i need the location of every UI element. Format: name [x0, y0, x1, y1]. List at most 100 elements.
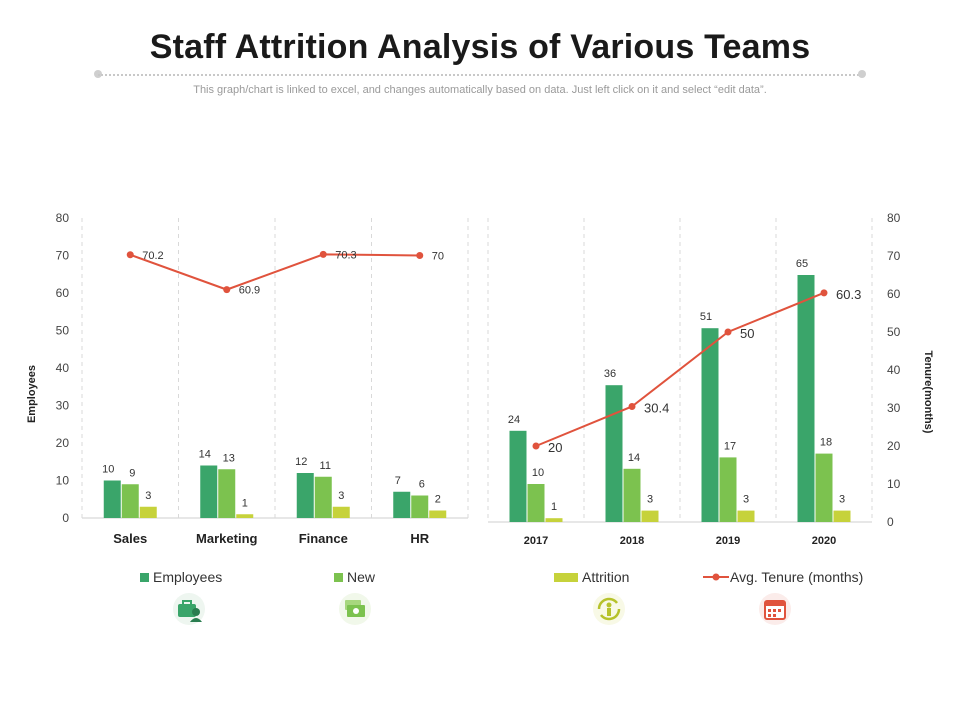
tenure-point [820, 289, 828, 297]
tenure-point [416, 252, 424, 259]
bar-employees [296, 473, 314, 518]
tenure-point [319, 250, 327, 258]
y-tick-label: 0 [887, 515, 894, 529]
legend-new: New [334, 569, 375, 587]
title-divider [98, 74, 862, 76]
bar-employees [200, 465, 218, 518]
bar-employees [509, 430, 527, 522]
bar-new [527, 484, 545, 522]
legend-attrition-swatch [554, 572, 578, 582]
bar-data-label: 65 [796, 258, 808, 270]
bar-data-label: 10 [102, 464, 114, 476]
bar-attrition [737, 510, 755, 522]
tenure-data-label: 60.3 [836, 287, 861, 302]
tenure-point [126, 251, 134, 259]
legend-new-label: New [347, 569, 376, 585]
money-bill-icon [338, 592, 372, 626]
bar-attrition [332, 506, 350, 518]
bar-employees [103, 480, 121, 518]
calendar-icon [758, 592, 792, 626]
tenure-point [628, 402, 636, 410]
y-tick-label: 50 [887, 325, 901, 339]
bar-new [411, 495, 429, 518]
category-label: 2019 [716, 535, 740, 547]
legend-employees-label: Employees [153, 569, 223, 585]
tenure-data-label: 70 [432, 251, 444, 263]
tenure-data-label: 60.9 [239, 285, 260, 297]
legend-attrition: Attrition [554, 569, 629, 587]
bar-data-label: 14 [199, 449, 211, 461]
bar-data-label: 24 [508, 414, 520, 426]
legend-tenure-swatch [703, 573, 729, 581]
y-tick-label: 20 [887, 439, 901, 453]
bar-new [121, 484, 139, 518]
bar-employees [797, 275, 815, 522]
bar-new [623, 468, 641, 522]
bar-data-label: 9 [129, 467, 135, 479]
bar-data-label: 17 [724, 440, 736, 452]
legend-attrition-label: Attrition [582, 569, 630, 585]
legend-tenure: Avg. Tenure (months) [702, 569, 863, 587]
y-tick-label: 80 [56, 211, 70, 225]
refresh-person-icon [592, 592, 626, 626]
bar-data-label: 2 [435, 494, 441, 506]
tenure-data-label: 70.3 [335, 249, 356, 261]
bar-new [218, 469, 236, 518]
bar-attrition [429, 510, 447, 518]
bar-data-label: 51 [700, 311, 712, 323]
bar-data-label: 13 [223, 452, 235, 464]
bar-attrition [236, 514, 254, 518]
legend-employees-swatch [140, 572, 149, 582]
legend-new-swatch [334, 572, 343, 582]
tenure-data-label: 30.4 [644, 400, 669, 415]
bar-data-label: 36 [604, 368, 616, 380]
category-label: 2018 [620, 535, 644, 547]
tenure-point [724, 328, 732, 336]
y-tick-label: 60 [56, 286, 70, 300]
bar-data-label: 10 [532, 467, 544, 479]
page-title: Staff Attrition Analysis of Various Team… [149, 28, 811, 66]
y-tick-label: 20 [56, 436, 70, 450]
y-tick-label: 60 [887, 287, 901, 301]
y-tick-label: 30 [56, 399, 70, 413]
tenure-line [129, 253, 420, 291]
bar-attrition [545, 518, 563, 522]
divider-right-dot [858, 70, 866, 78]
tenure-point [532, 442, 540, 450]
bar-data-label: 6 [419, 479, 425, 491]
legend-tenure-label: Avg. Tenure (months) [730, 569, 864, 585]
y-tick-label: 10 [887, 477, 901, 491]
bar-data-label: 12 [295, 456, 307, 468]
bar-attrition [641, 510, 659, 522]
bar-data-label: 1 [551, 501, 557, 513]
bar-data-label: 1 [242, 497, 248, 509]
y-tick-label: 70 [56, 249, 70, 263]
y-tick-label: 50 [56, 324, 70, 338]
y-axis-title: Tenure(months) [922, 351, 934, 434]
y-tick-label: 0 [62, 511, 69, 525]
y-tick-label: 80 [887, 211, 901, 225]
bar-new [719, 457, 737, 522]
y-tick-label: 30 [887, 401, 901, 415]
bar-employees [393, 491, 411, 518]
bar-data-label: 3 [743, 494, 749, 506]
y-axis-title: Employees [26, 365, 38, 423]
category-label: Sales [113, 531, 147, 546]
bar-attrition [139, 506, 157, 518]
briefcase-user-icon [172, 592, 206, 626]
tenure-data-label: 70.2 [142, 250, 163, 262]
y-tick-label: 10 [56, 474, 70, 488]
page-subtitle: This graph/chart is linked to excel, and… [193, 84, 767, 96]
bar-new [815, 453, 833, 522]
category-label: HR [410, 531, 429, 546]
bar-data-label: 3 [145, 490, 151, 502]
bar-data-label: 3 [647, 494, 653, 506]
bar-data-label: 3 [338, 490, 344, 502]
legend-employees: Employees [140, 569, 222, 587]
y-tick-label: 40 [56, 361, 70, 375]
bar-employees [701, 328, 719, 522]
category-label: 2017 [524, 535, 548, 547]
category-label: Finance [299, 531, 348, 546]
bar-data-label: 14 [628, 452, 640, 464]
